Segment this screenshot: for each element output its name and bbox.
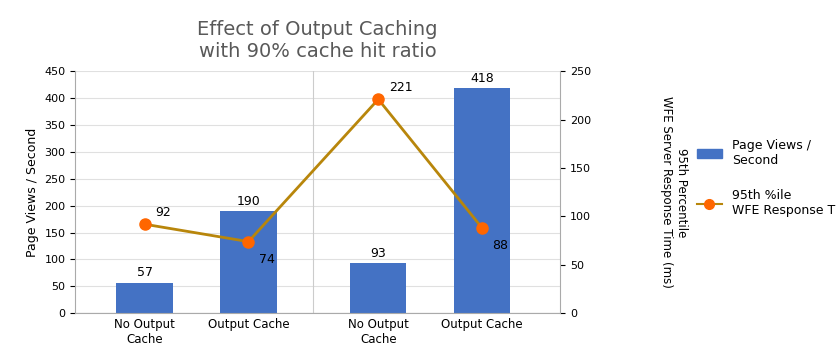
Text: 88: 88 xyxy=(492,239,508,252)
Bar xyxy=(220,211,277,313)
Bar xyxy=(454,88,510,313)
Text: 93: 93 xyxy=(370,247,386,260)
Title: Effect of Output Caching
with 90% cache hit ratio: Effect of Output Caching with 90% cache … xyxy=(197,20,438,61)
Y-axis label: 95th Percentile
WFE Server Response Time (ms): 95th Percentile WFE Server Response Time… xyxy=(660,96,688,288)
Text: 74: 74 xyxy=(259,252,275,266)
Y-axis label: Page Views / Second: Page Views / Second xyxy=(26,127,38,257)
Text: 190: 190 xyxy=(237,195,260,208)
Bar xyxy=(116,283,173,313)
Legend: Page Views /
Second, 95th %ile
WFE Response Time: Page Views / Second, 95th %ile WFE Respo… xyxy=(691,134,836,222)
Bar xyxy=(350,263,406,313)
Text: 92: 92 xyxy=(155,206,171,219)
Text: 221: 221 xyxy=(389,81,412,94)
Text: 418: 418 xyxy=(471,72,494,85)
Text: 57: 57 xyxy=(136,266,152,279)
